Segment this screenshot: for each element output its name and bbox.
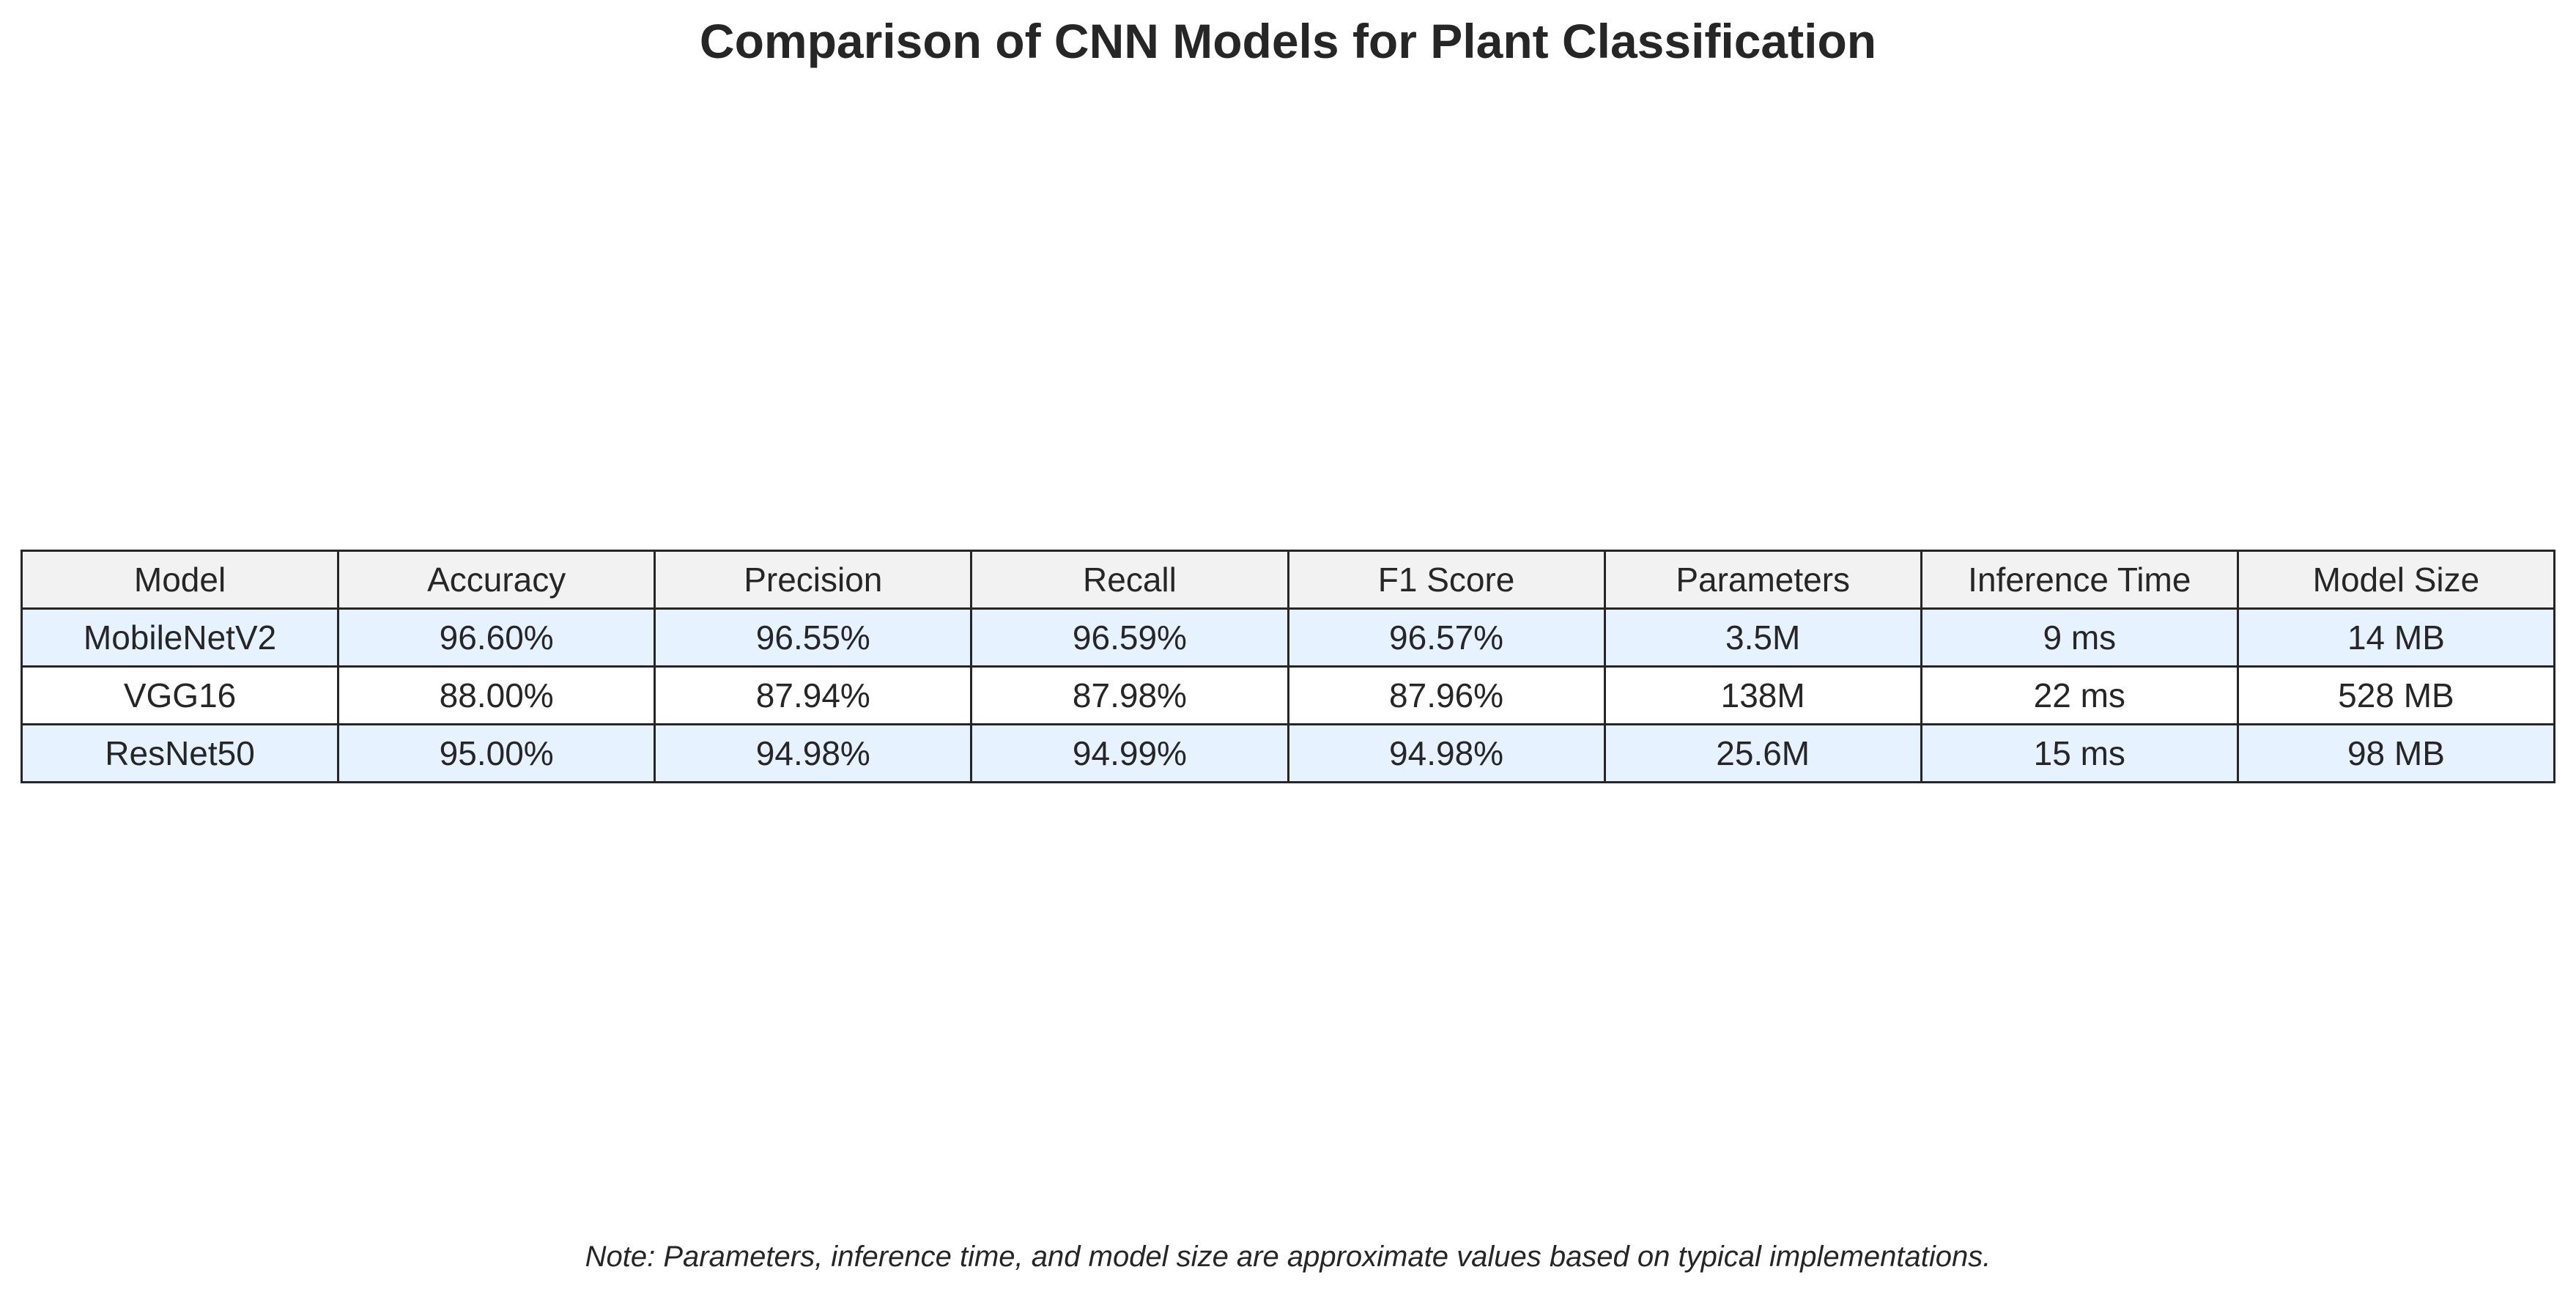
table-cell: 14 MB bbox=[2236, 607, 2556, 668]
header-cell-f1-score: F1 Score bbox=[1287, 550, 1606, 610]
table-cell: 98 MB bbox=[2236, 723, 2556, 783]
header-cell-inference-time: Inference Time bbox=[1920, 550, 2239, 610]
table-cell: 96.60% bbox=[337, 607, 656, 668]
table-cell: 138M bbox=[1603, 665, 1922, 725]
chart-title: Comparison of CNN Models for Plant Class… bbox=[699, 14, 1877, 68]
table-cell: 94.98% bbox=[654, 723, 973, 783]
table-row-vgg16: VGG16 88.00% 87.94% 87.98% 87.96% 138M 2… bbox=[20, 665, 2556, 725]
table-cell: 96.55% bbox=[654, 607, 973, 668]
comparison-table-container: Model Accuracy Precision Recall F1 Score… bbox=[20, 550, 2556, 783]
table-row-mobilenetv2: MobileNetV2 96.60% 96.55% 96.59% 96.57% … bbox=[20, 607, 2556, 668]
table-cell: MobileNetV2 bbox=[20, 607, 340, 668]
table-cell: 94.99% bbox=[970, 723, 1289, 783]
comparison-table: Model Accuracy Precision Recall F1 Score… bbox=[20, 550, 2556, 783]
table-cell: ResNet50 bbox=[20, 723, 340, 783]
table-cell: 15 ms bbox=[1920, 723, 2239, 783]
table-cell: 87.94% bbox=[654, 665, 973, 725]
table-cell: 9 ms bbox=[1920, 607, 2239, 668]
table-cell: 94.98% bbox=[1287, 723, 1606, 783]
table-cell: 87.98% bbox=[970, 665, 1289, 725]
table-cell: 95.00% bbox=[337, 723, 656, 783]
table-cell: VGG16 bbox=[20, 665, 340, 725]
header-cell-model-size: Model Size bbox=[2236, 550, 2556, 610]
table-cell: 528 MB bbox=[2236, 665, 2556, 725]
table-row-resnet50: ResNet50 95.00% 94.98% 94.99% 94.98% 25.… bbox=[20, 723, 2556, 783]
table-cell: 96.57% bbox=[1287, 607, 1606, 668]
table-cell: 96.59% bbox=[970, 607, 1289, 668]
table-cell: 87.96% bbox=[1287, 665, 1606, 725]
header-cell-parameters: Parameters bbox=[1603, 550, 1922, 610]
header-cell-precision: Precision bbox=[654, 550, 973, 610]
header-cell-accuracy: Accuracy bbox=[337, 550, 656, 610]
table-cell: 3.5M bbox=[1603, 607, 1922, 668]
footnote: Note: Parameters, inference time, and mo… bbox=[585, 1241, 1991, 1273]
header-cell-model: Model bbox=[20, 550, 340, 610]
table-cell: 88.00% bbox=[337, 665, 656, 725]
table-cell: 22 ms bbox=[1920, 665, 2239, 725]
table-cell: 25.6M bbox=[1603, 723, 1922, 783]
header-cell-recall: Recall bbox=[970, 550, 1289, 610]
table-header-row: Model Accuracy Precision Recall F1 Score… bbox=[20, 550, 2556, 610]
